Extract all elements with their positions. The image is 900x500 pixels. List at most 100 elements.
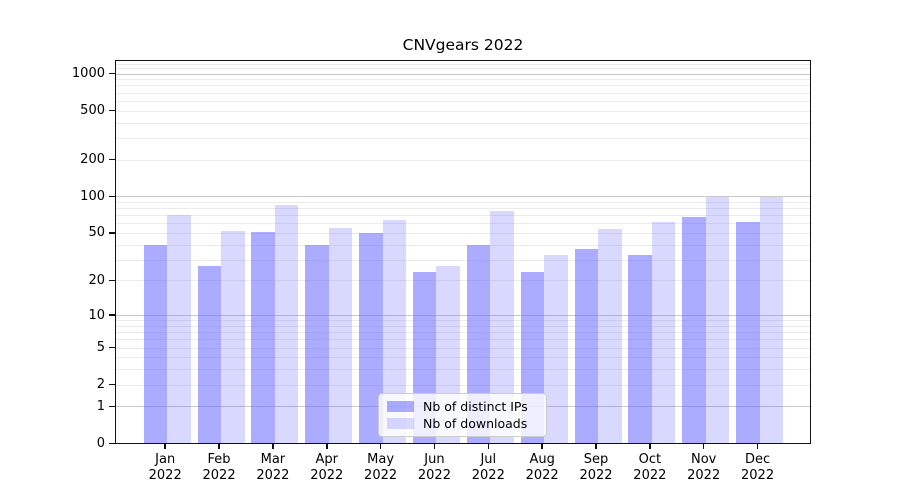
x-tick-mark: [756, 443, 759, 449]
y-tick-mark: [109, 158, 115, 161]
x-tick-label: Oct 2022: [633, 451, 667, 484]
x-tick-mark: [595, 443, 597, 449]
bar-feb-distinct-ips: [197, 265, 222, 444]
gridline-minor: [115, 244, 811, 246]
gridline-minor: [115, 384, 811, 386]
y-tick-label: 500: [80, 103, 105, 119]
gridline-minor: [115, 110, 811, 112]
bar-aug-downloads: [544, 255, 568, 444]
bar-oct-downloads: [651, 222, 676, 444]
x-tick-mark: [649, 443, 651, 449]
x-tick-label: Feb 2022: [202, 451, 236, 484]
gridline-minor: [115, 332, 811, 334]
x-tick-mark: [541, 443, 543, 449]
bar-jan-distinct-ips: [143, 245, 168, 444]
y-tick-label: 20: [88, 272, 105, 288]
y-tick-label: 100: [80, 188, 105, 204]
y-tick-label: 10: [88, 307, 105, 323]
x-tick-label: Sep 2022: [579, 451, 613, 484]
gridline-minor: [115, 369, 811, 371]
y-tick-label: 1000: [71, 66, 105, 82]
bar-oct-distinct-ips: [628, 255, 652, 444]
bar-apr-downloads: [328, 228, 353, 444]
gridline-minor: [115, 259, 811, 261]
x-tick-mark: [272, 443, 274, 449]
x-tick-label: Nov 2022: [687, 451, 721, 484]
legend-label-downloads: Nb of downloads: [423, 416, 528, 431]
y-tick-mark: [109, 279, 115, 282]
y-tick-mark: [109, 109, 115, 112]
y-tick-mark: [109, 346, 115, 349]
bar-nov-distinct-ips: [682, 217, 706, 444]
x-tick-mark: [487, 443, 490, 449]
gridline-minor: [115, 201, 811, 203]
x-tick-label: Jun 2022: [417, 451, 451, 484]
x-tick-label: Mar 2022: [256, 451, 290, 484]
x-tick-label: Jul 2022: [471, 451, 505, 484]
legend-swatch-downloads: [387, 418, 414, 429]
bar-mar-downloads: [274, 205, 299, 444]
gridline-minor: [115, 85, 811, 87]
y-tick-label: 0: [96, 436, 105, 451]
x-tick-label: Dec 2022: [741, 451, 775, 484]
gridline-minor: [115, 68, 811, 70]
legend-swatch-distinct-ips: [387, 401, 414, 412]
x-tick-mark: [702, 443, 705, 449]
x-tick-mark: [433, 443, 436, 449]
bar-dec-downloads: [759, 196, 784, 444]
y-tick-label: 1: [96, 398, 105, 414]
gridline-minor: [115, 63, 811, 65]
x-tick-mark: [379, 443, 382, 449]
bar-apr-distinct-ips: [305, 245, 329, 444]
y-tick-mark: [109, 232, 115, 234]
gridline-minor: [115, 325, 811, 327]
gridline-minor: [115, 232, 811, 234]
x-tick-label: May 2022: [364, 451, 398, 484]
x-tick-label: Jan 2022: [148, 451, 182, 484]
bar-mar-distinct-ips: [251, 232, 275, 444]
plot-area: [115, 60, 811, 444]
gridline-major: [115, 73, 811, 75]
bar-may-distinct-ips: [359, 233, 383, 444]
y-tick-label: 50: [88, 225, 105, 241]
gridline-minor: [115, 347, 811, 349]
y-tick-mark: [109, 314, 115, 316]
gridline-minor: [115, 215, 811, 217]
bar-feb-downloads: [221, 231, 245, 444]
x-tick-mark: [218, 443, 220, 449]
gridline-major: [115, 315, 811, 317]
gridline-minor: [115, 339, 811, 341]
chart-title: CNVgears 2022: [402, 36, 524, 54]
gridline-minor: [115, 100, 811, 102]
legend: Nb of distinct IPs Nb of downloads: [378, 393, 547, 437]
y-tick-mark: [109, 72, 115, 75]
gridline-major: [115, 196, 811, 198]
legend-entry-downloads: Nb of downloads: [379, 417, 546, 430]
y-tick-mark: [109, 405, 115, 408]
legend-label-distinct-ips: Nb of distinct IPs: [423, 399, 528, 414]
gridline-minor: [115, 137, 811, 139]
gridline-minor: [115, 122, 811, 124]
y-tick-label: 200: [80, 152, 105, 168]
gridline-minor: [115, 159, 811, 161]
y-tick-mark: [109, 383, 115, 386]
gridline-minor: [115, 208, 811, 210]
gridline-minor: [115, 92, 811, 94]
bar-sep-distinct-ips: [574, 249, 598, 444]
y-tick-label: 5: [96, 340, 105, 356]
gridline-minor: [115, 357, 811, 359]
bar-dec-distinct-ips: [736, 222, 760, 444]
y-tick-mark: [109, 442, 115, 445]
x-tick-mark: [326, 443, 328, 449]
legend-entry-distinct-ips: Nb of distinct IPs: [379, 400, 546, 413]
bar-nov-downloads: [705, 196, 730, 444]
bar-jul-downloads: [490, 210, 514, 444]
x-tick-mark: [164, 443, 166, 449]
gridline-minor: [115, 223, 811, 225]
y-tick-mark: [109, 195, 115, 198]
bar-sep-downloads: [598, 229, 622, 444]
gridline-minor: [115, 280, 811, 282]
x-tick-label: Apr 2022: [310, 451, 344, 484]
bar-may-downloads: [382, 219, 407, 444]
